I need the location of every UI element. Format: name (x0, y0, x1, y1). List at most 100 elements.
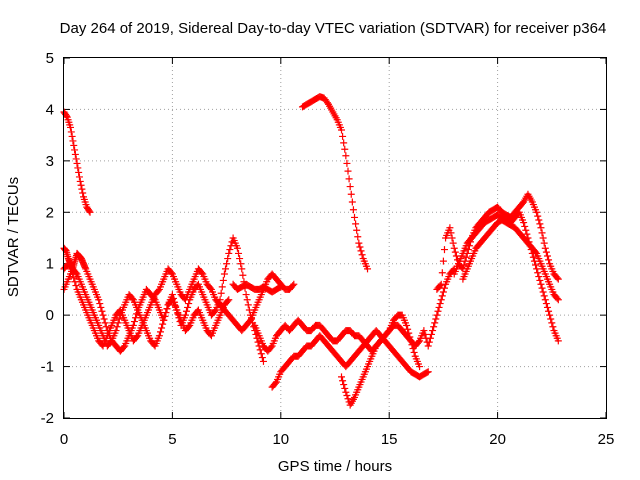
data-point (549, 323, 557, 331)
data-point (542, 248, 550, 256)
data-point (67, 128, 75, 136)
data-point (430, 323, 438, 331)
data-point (107, 338, 115, 346)
data-point (211, 307, 219, 315)
data-point (541, 296, 549, 304)
data-point (72, 282, 80, 290)
data-point (70, 141, 78, 149)
y-tick-label: 3 (46, 153, 54, 170)
data-point (538, 229, 546, 237)
data-point (97, 303, 105, 311)
data-point (554, 275, 562, 283)
data-point (163, 305, 171, 313)
data-point (341, 384, 349, 392)
data-point (553, 274, 561, 282)
data-point (67, 123, 75, 131)
data-point (237, 260, 245, 268)
data-point (71, 146, 79, 154)
data-point (341, 145, 349, 153)
series-seg-c (60, 265, 233, 350)
data-point (414, 338, 422, 346)
data-point (416, 363, 424, 371)
data-point (348, 198, 356, 206)
series-seg-j (433, 190, 562, 293)
data-point (358, 251, 366, 259)
data-point (536, 276, 544, 284)
data-point (76, 177, 84, 185)
data-point (547, 315, 555, 323)
data-points (60, 93, 562, 409)
data-point (271, 379, 279, 387)
data-point (424, 342, 432, 350)
series-seg-h (268, 327, 432, 391)
data-point (96, 300, 104, 308)
data-point (130, 318, 138, 326)
data-point (239, 271, 247, 279)
data-point (426, 334, 434, 342)
x-tick-label: 5 (168, 431, 176, 448)
data-point (219, 276, 227, 284)
data-point (256, 346, 264, 354)
y-tick-label: 1 (46, 256, 54, 273)
data-point (347, 190, 355, 198)
data-point (464, 246, 472, 254)
data-point (404, 325, 412, 333)
data-point (433, 311, 441, 319)
data-point (434, 307, 442, 315)
data-point (85, 207, 93, 215)
data-point (536, 220, 544, 228)
data-point (521, 222, 529, 230)
data-point (342, 388, 350, 396)
data-point (546, 311, 554, 319)
data-point (432, 315, 440, 323)
data-point (523, 230, 531, 238)
y-tick-label: 4 (46, 101, 54, 118)
data-point (439, 257, 447, 265)
data-point (354, 233, 362, 241)
data-point (545, 307, 553, 315)
data-point (159, 320, 167, 328)
data-point (236, 255, 244, 263)
data-point (542, 300, 550, 308)
data-point (541, 244, 549, 252)
data-point (342, 152, 350, 160)
data-point (101, 319, 109, 327)
data-point (154, 287, 162, 295)
data-point (460, 261, 468, 269)
data-point (352, 220, 360, 228)
data-point (539, 234, 547, 242)
series-seg-l (459, 216, 562, 304)
data-point (79, 189, 87, 197)
data-point (429, 327, 437, 335)
data-point (439, 288, 447, 296)
data-point (115, 315, 123, 323)
data-point (436, 300, 444, 308)
data-point (95, 296, 103, 304)
data-point (425, 338, 433, 346)
series-seg-g (251, 311, 424, 371)
y-tick-label: -2 (41, 410, 54, 427)
data-point (225, 249, 233, 257)
data-point (238, 265, 246, 273)
series-seg-i (338, 265, 458, 409)
data-point (167, 269, 175, 277)
data-point (77, 181, 85, 189)
grid (64, 58, 606, 418)
data-point (355, 239, 363, 247)
data-point (155, 332, 163, 340)
data-point (346, 183, 354, 191)
data-point (182, 307, 190, 315)
data-point (86, 208, 94, 216)
data-point (340, 381, 348, 389)
data-point (447, 229, 455, 237)
data-point (345, 175, 353, 183)
data-point (156, 328, 164, 336)
data-point (289, 282, 297, 290)
data-point (554, 337, 562, 345)
data-point (218, 283, 226, 291)
data-point (534, 269, 542, 277)
data-point (162, 309, 170, 317)
data-point (259, 357, 267, 365)
data-point (462, 253, 470, 261)
data-point (185, 323, 193, 331)
